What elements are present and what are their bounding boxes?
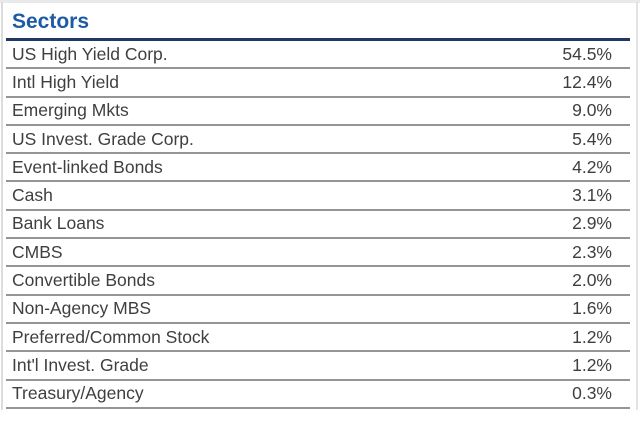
table-row: Intl High Yield 12.4% (6, 69, 630, 98)
sector-value: 2.3% (572, 241, 612, 262)
sector-label: CMBS (12, 241, 63, 262)
table-row: Event-linked Bonds 4.2% (6, 154, 630, 183)
table-row: Int'l Invest. Grade 1.2% (6, 352, 630, 381)
table-row: Convertible Bonds 2.0% (6, 267, 630, 296)
sector-label: Treasury/Agency (12, 383, 144, 404)
table-row: Cash 3.1% (6, 182, 630, 211)
page-edge-left (1, 2, 3, 410)
table-rows: US High Yield Corp. 54.5% Intl High Yiel… (6, 41, 630, 409)
sector-value: 2.0% (572, 270, 612, 291)
header-rule (6, 38, 630, 41)
table-row: US Invest. Grade Corp. 5.4% (6, 126, 630, 155)
sector-label: Int'l Invest. Grade (12, 354, 149, 375)
table-row: Emerging Mkts 9.0% (6, 98, 630, 126)
sector-label: Intl High Yield (12, 71, 120, 92)
table-row: CMBS 2.3% (6, 239, 630, 268)
sector-label: Bank Loans (12, 213, 105, 234)
sector-value: 9.0% (572, 100, 612, 121)
sector-value: 1.2% (572, 354, 612, 375)
sector-value: 1.2% (572, 326, 612, 347)
sector-label: US Invest. Grade Corp. (12, 128, 194, 149)
sector-label: Non-Agency MBS (12, 298, 152, 319)
sector-value: 54.5% (562, 43, 612, 64)
page-edge-top (0, 0, 640, 3)
sectors-table: Sectors US High Yield Corp. 54.5% Intl H… (6, 3, 630, 409)
sector-value: 12.4% (562, 71, 612, 92)
table-row: Non-Agency MBS 1.6% (6, 296, 630, 324)
sector-label: Event-linked Bonds (12, 156, 163, 177)
table-row: Treasury/Agency 0.3% (6, 381, 630, 409)
sector-label: Cash (12, 185, 53, 206)
sector-value: 1.6% (572, 298, 612, 319)
sector-value: 5.4% (572, 128, 612, 149)
sector-label: Preferred/Common Stock (12, 326, 210, 347)
page-edge-right (636, 2, 638, 410)
table-row: Preferred/Common Stock 1.2% (6, 324, 630, 353)
table-row: US High Yield Corp. 54.5% (6, 41, 630, 70)
sector-value: 2.9% (572, 213, 612, 234)
sector-value: 3.1% (572, 185, 612, 206)
sector-value: 0.3% (572, 383, 612, 404)
table-title: Sectors (12, 10, 90, 33)
sector-value: 4.2% (572, 156, 612, 177)
table-row: Bank Loans 2.9% (6, 211, 630, 240)
sector-label: US High Yield Corp. (12, 43, 168, 64)
sector-label: Emerging Mkts (12, 100, 129, 121)
sector-label: Convertible Bonds (12, 270, 155, 291)
